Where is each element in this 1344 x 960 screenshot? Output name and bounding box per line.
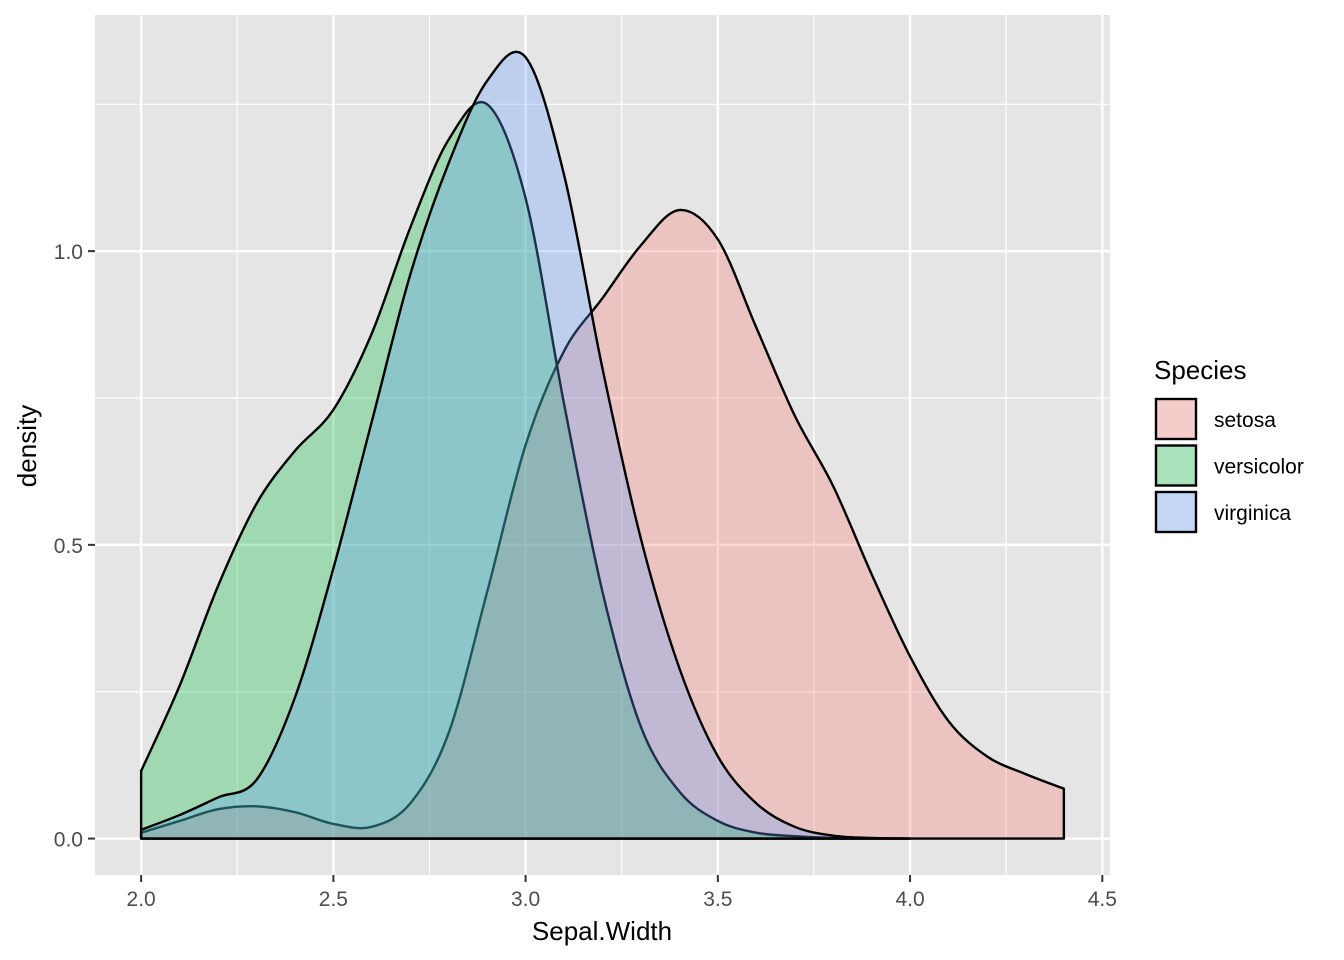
y-tick-label: 0.0 — [54, 829, 83, 852]
y-axis-title: density — [12, 405, 42, 487]
x-tick-label: 4.0 — [895, 888, 924, 911]
x-tick-label: 2.5 — [319, 888, 348, 911]
legend: Species setosa versicolor virginica — [1154, 355, 1304, 534]
legend-label-setosa: setosa — [1214, 409, 1276, 432]
legend-label-versicolor: versicolor — [1214, 456, 1304, 479]
plot-panel — [95, 15, 1110, 875]
y-tick-label: 0.5 — [54, 535, 83, 558]
legend-key-virginica — [1154, 490, 1198, 534]
y-tick-label: 1.0 — [54, 241, 83, 264]
legend-key-versicolor — [1154, 444, 1198, 487]
legend-title: Species — [1154, 355, 1247, 385]
y-axis: 0.0 0.5 1.0 — [54, 241, 95, 852]
legend-key-setosa — [1154, 397, 1198, 441]
legend-key-bg — [1155, 491, 1197, 533]
x-axis: 2.0 2.5 3.0 3.5 4.0 4.5 — [127, 875, 1117, 911]
legend-key-bg — [1155, 398, 1197, 440]
density-area-setosa — [139, 208, 1066, 840]
legend-label-virginica: virginica — [1214, 502, 1291, 525]
legend-key-bg — [1155, 444, 1197, 487]
minor-gridlines — [95, 15, 1110, 875]
x-tick-label: 2.0 — [127, 888, 156, 911]
x-axis-title: Sepal.Width — [532, 916, 672, 946]
density-areas — [139, 50, 1066, 840]
x-tick-label: 3.5 — [703, 888, 732, 911]
density-area-versicolor — [139, 101, 912, 840]
x-tick-label: 3.0 — [511, 888, 540, 911]
density-area-virginica — [139, 50, 912, 840]
x-tick-label: 4.5 — [1088, 888, 1117, 911]
